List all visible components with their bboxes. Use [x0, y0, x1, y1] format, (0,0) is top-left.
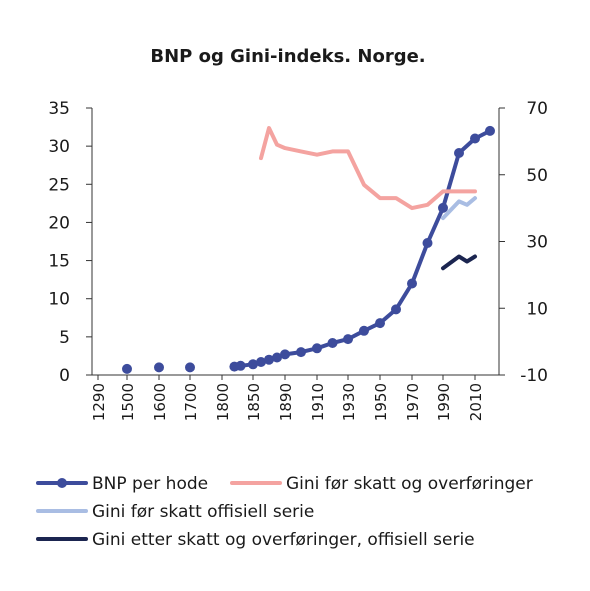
data-point [185, 362, 195, 373]
axes: 0 5 10 15 20 25 30 35 -10 10 30 50 70 1290 1500 1600 170… [48, 99, 548, 421]
y-left-tick-label: 25 [48, 175, 70, 195]
x-tick-label: 1990 [435, 383, 453, 421]
series-line [259, 126, 477, 211]
data-point [256, 357, 266, 367]
data-point [280, 349, 290, 360]
data-point [359, 325, 369, 336]
series-layer [122, 125, 495, 374]
data-point [312, 343, 322, 354]
x-tick-label: 1500 [119, 383, 137, 421]
y-left-tick-label: 20 [48, 213, 70, 233]
legend-label: BNP per hode [92, 474, 208, 494]
data-point [296, 347, 306, 358]
y-left-tick-label: 0 [59, 366, 70, 386]
data-point [235, 360, 246, 371]
y-left-tick-label: 30 [48, 137, 70, 157]
x-tick-label: 1850 [245, 383, 263, 421]
x-tick-label: 2010 [467, 383, 485, 421]
data-point [327, 338, 338, 348]
x-tick-label: 1800 [214, 383, 232, 421]
series-line [441, 254, 477, 271]
y-right-tick-label: 10 [526, 299, 548, 319]
y-left-tick-label: 15 [48, 252, 70, 272]
data-point [470, 133, 480, 144]
data-point [422, 238, 433, 248]
data-point [485, 125, 495, 136]
x-tick-label: 1950 [372, 383, 390, 421]
data-point [122, 363, 132, 374]
y-right-tick-label: 50 [526, 166, 548, 186]
data-point [454, 148, 464, 158]
x-tick-label: 1930 [340, 383, 358, 421]
legend-label: Gini før skatt offisiell serie [92, 502, 314, 522]
x-tick-label: 1890 [277, 383, 295, 421]
x-tick-label: 1600 [151, 383, 169, 421]
x-tick-label: 1910 [309, 383, 327, 421]
legend-label: Gini før skatt og overføringer [286, 474, 533, 494]
legend-label: Gini etter skatt og overføringer, offisi… [92, 530, 475, 550]
y-left-tick-label: 10 [48, 290, 70, 310]
data-point [248, 359, 258, 370]
data-point [391, 304, 401, 315]
series-line [441, 196, 477, 221]
data-point [154, 362, 164, 373]
data-point [375, 318, 385, 329]
y-left-tick-label: 5 [59, 328, 70, 348]
y-right-tick-label: -10 [520, 366, 548, 386]
y-right-tick-label: 70 [526, 99, 548, 119]
x-tick-label: 1970 [404, 383, 422, 421]
y-right-tick-label: 30 [526, 233, 548, 253]
data-point [264, 354, 274, 365]
legend: BNP per hode Gini før skatt og overføring… [36, 474, 533, 550]
x-tick-label: 1700 [182, 383, 200, 421]
legend-swatch-marker [57, 478, 67, 488]
data-point [343, 334, 353, 345]
data-point [438, 202, 448, 213]
chart-title: BNP og Gini-indeks. Norge. [150, 46, 425, 67]
x-tick-label: 1290 [90, 383, 108, 421]
data-point [272, 352, 282, 363]
y-left-tick-label: 35 [48, 99, 70, 119]
data-point [407, 278, 417, 289]
